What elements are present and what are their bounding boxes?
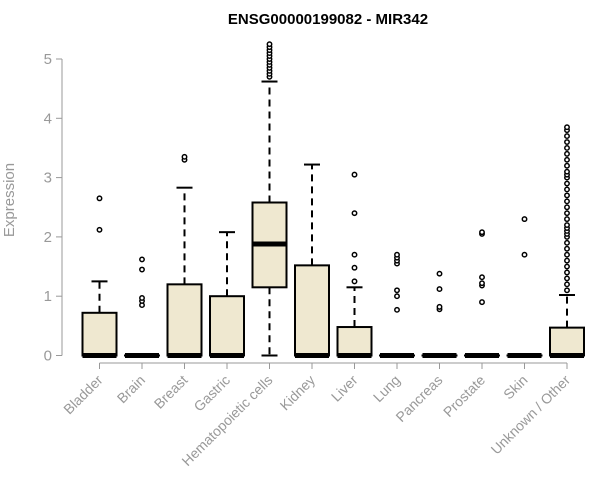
box-group-prostate bbox=[464, 229, 500, 358]
outlier-point bbox=[266, 41, 273, 48]
outlier-point bbox=[394, 306, 400, 313]
outlier-point bbox=[564, 257, 570, 264]
y-tick-label: 1 bbox=[44, 288, 52, 305]
outlier-point bbox=[564, 222, 570, 228]
box-group-bladder bbox=[81, 195, 118, 358]
x-tick-label: Liver bbox=[328, 372, 361, 405]
outlier-point bbox=[564, 139, 570, 145]
box bbox=[209, 295, 245, 357]
x-tick-label: Lung bbox=[370, 372, 403, 405]
outlier-point bbox=[394, 251, 400, 258]
y-axis: 0 1 2 3 4 5 bbox=[44, 51, 63, 365]
outlier-point bbox=[521, 216, 528, 223]
box-group-hematopoietic-cells bbox=[251, 41, 288, 357]
outlier-point bbox=[564, 145, 570, 151]
box-group-kidney bbox=[294, 163, 330, 358]
outlier-point bbox=[564, 162, 570, 169]
x-tick-label: Pancreas bbox=[392, 372, 445, 425]
x-tick-label: Kidney bbox=[277, 372, 319, 414]
outlier-point bbox=[351, 264, 358, 271]
outlier-point bbox=[564, 180, 570, 187]
outlier-point bbox=[564, 269, 570, 276]
outlier-point bbox=[564, 245, 570, 252]
y-tick-label: 4 bbox=[44, 110, 52, 127]
outlier-point bbox=[351, 171, 358, 178]
outlier-point bbox=[139, 295, 145, 301]
outlier-point bbox=[564, 275, 570, 282]
box-group-brain bbox=[124, 256, 160, 358]
outlier-point bbox=[436, 286, 443, 293]
x-tick-label: Brain bbox=[114, 372, 148, 406]
x-tick-label: Unknown / Other bbox=[488, 372, 574, 458]
outlier-point bbox=[521, 251, 528, 258]
outlier-point bbox=[436, 270, 443, 277]
plot-area bbox=[81, 41, 585, 358]
outlier-point bbox=[436, 303, 443, 310]
outlier-point bbox=[139, 256, 145, 263]
outlier-point bbox=[479, 274, 485, 281]
outlier-point bbox=[564, 124, 570, 131]
box-group-skin bbox=[506, 216, 543, 358]
outlier-point bbox=[96, 195, 103, 202]
outlier-point bbox=[564, 287, 570, 294]
box bbox=[336, 326, 373, 357]
box-group-pancreas bbox=[421, 270, 458, 358]
box-group-breast bbox=[166, 153, 203, 358]
box bbox=[81, 311, 118, 357]
outlier-point bbox=[351, 278, 358, 285]
outlier-point bbox=[564, 156, 570, 163]
x-tick-label: Skin bbox=[500, 372, 531, 403]
outlier-point bbox=[564, 210, 570, 217]
outlier-point bbox=[351, 210, 358, 217]
box-group-gastric bbox=[209, 231, 245, 358]
y-tick-label: 2 bbox=[44, 229, 52, 246]
box bbox=[549, 326, 585, 357]
outlier-point bbox=[564, 204, 570, 211]
box bbox=[166, 283, 203, 357]
outlier-point bbox=[564, 133, 570, 140]
outlier-point bbox=[394, 293, 400, 300]
y-axis-label: Expression bbox=[1, 163, 18, 237]
outlier-point bbox=[479, 299, 485, 306]
y-tick-label: 3 bbox=[44, 170, 52, 187]
box-group-unknown-other bbox=[549, 124, 585, 358]
outlier-point bbox=[564, 198, 570, 205]
chart-title: ENSG00000199082 - MIR342 bbox=[228, 11, 428, 28]
x-tick-label: Breast bbox=[151, 372, 191, 412]
y-tick-label: 5 bbox=[44, 51, 52, 68]
x-tick-label: Prostate bbox=[440, 372, 488, 420]
x-tick-label: Bladder bbox=[60, 372, 106, 418]
outlier-point bbox=[564, 186, 570, 193]
box bbox=[294, 264, 330, 357]
outlier-point bbox=[351, 251, 358, 258]
outlier-point bbox=[479, 280, 485, 287]
outlier-point bbox=[96, 226, 103, 233]
outlier-point bbox=[564, 263, 570, 270]
outlier-point bbox=[564, 150, 570, 157]
outlier-point bbox=[564, 281, 570, 288]
outlier-point bbox=[564, 251, 570, 258]
outlier-point bbox=[564, 168, 570, 175]
outlier-point bbox=[181, 153, 188, 160]
y-tick-label: 0 bbox=[44, 348, 52, 365]
outlier-point bbox=[479, 229, 485, 236]
box-group-lung bbox=[379, 251, 415, 358]
outlier-point bbox=[139, 266, 145, 273]
box-group-liver bbox=[336, 171, 373, 358]
outlier-point bbox=[564, 216, 570, 223]
outlier-point bbox=[394, 287, 400, 294]
outlier-point bbox=[564, 192, 570, 199]
outlier-point bbox=[564, 239, 570, 246]
